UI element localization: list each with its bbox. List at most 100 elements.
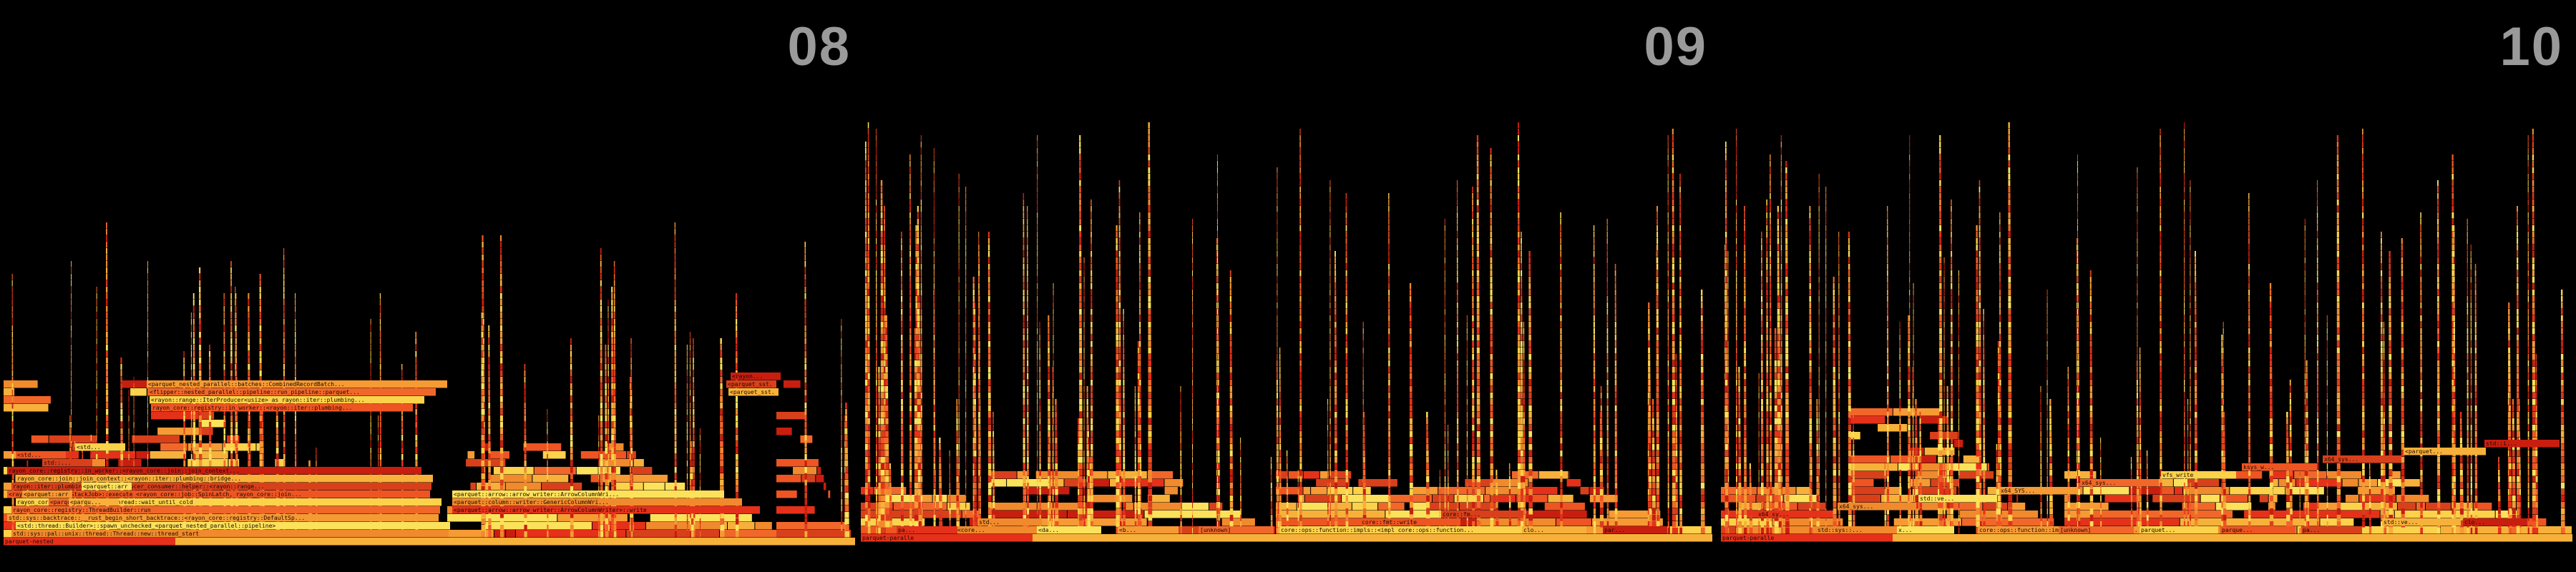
flame-frame[interactable]	[884, 373, 887, 380]
flame-frame[interactable]	[909, 431, 912, 438]
flame-frame[interactable]	[71, 403, 72, 409]
flame-frame[interactable]	[259, 300, 261, 306]
flame-frame[interactable]	[674, 473, 677, 480]
flame-frame[interactable]	[1116, 225, 1118, 232]
flame-frame[interactable]	[900, 283, 903, 290]
flame-frame[interactable]	[1675, 425, 1677, 431]
flame-frame[interactable]	[720, 390, 723, 396]
flame-frame[interactable]	[106, 390, 109, 396]
flame-frame[interactable]	[1490, 212, 1492, 219]
flame-frame[interactable]	[1521, 438, 1523, 444]
flame-frame[interactable]	[1048, 328, 1050, 335]
flame-frame[interactable]	[128, 441, 130, 448]
flame-frame[interactable]	[1118, 270, 1121, 277]
flame-frame[interactable]	[613, 364, 616, 370]
flame-frame[interactable]	[1079, 225, 1082, 232]
flame-frame[interactable]	[1528, 341, 1531, 347]
flame-frame[interactable]	[1270, 495, 1272, 502]
flame-frame[interactable]	[1672, 180, 1674, 187]
flame-frame[interactable]	[689, 390, 691, 396]
flame-frame[interactable]	[547, 473, 548, 480]
flame-frame[interactable]	[378, 441, 379, 448]
flame-frame[interactable]	[909, 463, 912, 470]
flame-frame[interactable]	[1456, 425, 1459, 431]
flame-frame[interactable]	[1139, 347, 1141, 354]
flame-frame[interactable]	[11, 312, 13, 319]
flame-frame[interactable]	[1667, 212, 1669, 219]
flame-frame[interactable]	[1116, 463, 1120, 470]
flame-frame[interactable]	[630, 351, 632, 358]
flame-frame[interactable]	[1053, 335, 1054, 341]
flame-frame[interactable]	[1521, 367, 1523, 373]
flame-frame[interactable]	[1148, 438, 1152, 444]
flame-frame[interactable]	[1667, 180, 1669, 187]
flame-frame[interactable]	[600, 351, 602, 358]
flame-frame[interactable]	[933, 193, 935, 199]
flame-frame[interactable]	[864, 502, 869, 508]
flame-frame[interactable]	[1672, 521, 1676, 528]
flame-frame[interactable]	[1476, 283, 1480, 290]
flame-frame[interactable]	[208, 358, 211, 364]
flame-frame[interactable]	[958, 444, 960, 450]
flame-frame[interactable]	[1517, 206, 1520, 212]
flame-frame[interactable]	[466, 459, 506, 467]
flame-frame[interactable]	[1679, 238, 1682, 245]
flame-frame[interactable]	[484, 522, 592, 530]
flame-frame[interactable]	[1083, 290, 1085, 296]
flame-frame[interactable]	[1667, 135, 1669, 142]
flame-frame[interactable]	[900, 380, 903, 386]
flame-frame[interactable]	[1679, 360, 1682, 367]
flame-frame[interactable]	[613, 300, 615, 306]
flame-frame[interactable]	[42, 459, 92, 467]
flame-frame[interactable]	[736, 403, 738, 409]
flame-frame[interactable]	[1027, 296, 1028, 302]
flame-frame[interactable]	[884, 283, 886, 290]
flame-frame[interactable]	[106, 261, 108, 267]
flame-frame[interactable]	[1517, 154, 1520, 161]
flame-frame[interactable]	[917, 495, 932, 503]
flame-frame[interactable]	[674, 261, 676, 267]
flame-frame[interactable]	[481, 480, 485, 486]
flame-frame[interactable]	[1675, 476, 1678, 483]
flame-frame[interactable]	[452, 506, 760, 514]
flame-frame[interactable]	[1652, 489, 1656, 495]
flame-frame[interactable]	[605, 428, 608, 435]
flame-frame[interactable]	[1053, 521, 1054, 528]
flame-frame[interactable]	[1600, 393, 1602, 399]
flame-frame[interactable]	[1679, 174, 1681, 180]
flame-frame[interactable]	[259, 422, 263, 428]
flame-frame[interactable]	[534, 467, 576, 475]
flame-frame[interactable]	[1679, 502, 1682, 508]
flame-frame[interactable]	[1456, 444, 1459, 450]
flame-frame[interactable]	[600, 512, 603, 518]
flame-frame[interactable]	[630, 486, 633, 493]
flame-frame-root[interactable]	[4, 538, 855, 546]
flame-frame[interactable]	[1466, 450, 1468, 457]
flame-frame[interactable]	[611, 512, 615, 518]
flame-frame[interactable]	[1476, 380, 1480, 386]
flame-frame[interactable]	[920, 283, 922, 290]
flame-frame[interactable]	[1490, 180, 1492, 187]
flame-frame[interactable]	[1456, 193, 1458, 199]
flame-frame[interactable]	[958, 489, 960, 495]
flame-frame[interactable]	[11, 454, 14, 460]
flame-frame[interactable]	[1297, 503, 1330, 511]
flame-frame[interactable]	[1079, 142, 1081, 148]
flame-frame[interactable]	[804, 351, 806, 358]
flame-frame[interactable]	[917, 309, 919, 315]
flame-frame[interactable]	[674, 396, 677, 403]
flame-frame[interactable]	[1118, 360, 1121, 367]
flame-frame[interactable]	[605, 403, 608, 409]
flame-frame[interactable]	[1521, 251, 1522, 257]
flame-frame[interactable]	[1528, 450, 1533, 457]
flame-frame[interactable]	[949, 495, 951, 502]
flame-frame[interactable]	[686, 454, 688, 460]
flame-frame[interactable]	[294, 422, 296, 428]
flame-frame[interactable]	[1657, 296, 1659, 302]
flame-frame[interactable]	[933, 354, 935, 360]
flame-frame[interactable]	[1108, 471, 1147, 479]
flame-frame[interactable]	[1079, 219, 1082, 225]
flame-frame[interactable]	[920, 444, 922, 450]
flame-frame[interactable]	[864, 463, 868, 470]
flame-frame[interactable]	[590, 475, 600, 483]
